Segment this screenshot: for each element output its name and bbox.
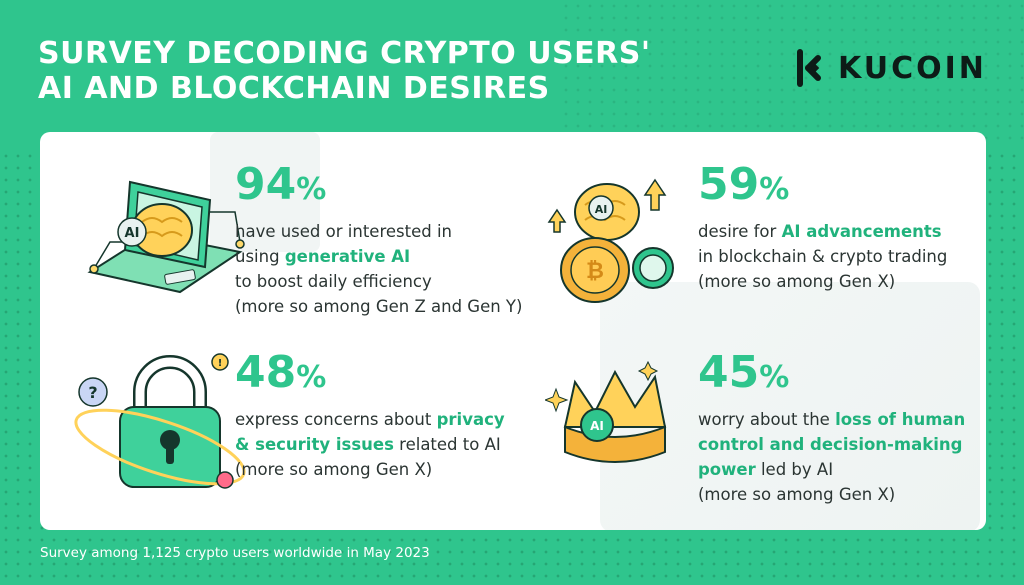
- svg-text:AI: AI: [590, 419, 604, 433]
- card-decoration: [210, 132, 320, 252]
- svg-text:!: !: [218, 358, 223, 369]
- padlock-question-icon: ? !: [74, 353, 246, 489]
- stat-description: worry about the loss of human control an…: [698, 410, 966, 504]
- stat-value: 45%: [698, 347, 790, 398]
- laptop-ai-brain-icon: AI: [87, 180, 245, 294]
- stat-value: 94%: [235, 159, 327, 210]
- kucoin-logo: KUCOIN: [786, 46, 987, 90]
- ai-crown-icon: AI: [545, 360, 667, 463]
- card-decoration-2: [600, 282, 980, 530]
- svg-text:₿: ₿: [586, 259, 604, 284]
- stat-generative-ai: 94% have used or interested in using gen…: [235, 162, 522, 319]
- logo-text: KUCOIN: [838, 50, 987, 86]
- title-line-1: SURVEY DECODING CRYPTO USERS': [38, 36, 651, 71]
- ai-brain-coins-icon: AI ₿: [547, 178, 674, 303]
- stat-description: have used or interested in using generat…: [235, 222, 523, 316]
- svg-text:?: ?: [88, 383, 97, 402]
- title-line-2: AI AND BLOCKCHAIN DESIRES: [38, 71, 550, 106]
- stat-privacy-concerns: 48% express concerns about privacy & sec…: [235, 350, 505, 482]
- stat-value: 59%: [698, 159, 790, 210]
- stat-loss-of-control: 45% worry about the loss of human contro…: [698, 350, 965, 507]
- stats-card: AI AI ₿ ? ! AI: [40, 132, 986, 530]
- kucoin-logo-icon: [797, 49, 821, 87]
- svg-text:AI: AI: [595, 203, 608, 216]
- stat-value: 48%: [235, 347, 327, 398]
- svg-text:AI: AI: [125, 226, 140, 241]
- stat-description: express concerns about privacy & securit…: [235, 410, 505, 479]
- page-title: SURVEY DECODING CRYPTO USERS' AI AND BLO…: [38, 36, 651, 106]
- stat-ai-advancements: 59% desire for AI advancements in blockc…: [698, 162, 947, 294]
- dotted-background-top: [560, 0, 1024, 140]
- stat-description: desire for AI advancements in blockchain…: [698, 222, 948, 291]
- survey-footnote: Survey among 1,125 crypto users worldwid…: [40, 545, 430, 561]
